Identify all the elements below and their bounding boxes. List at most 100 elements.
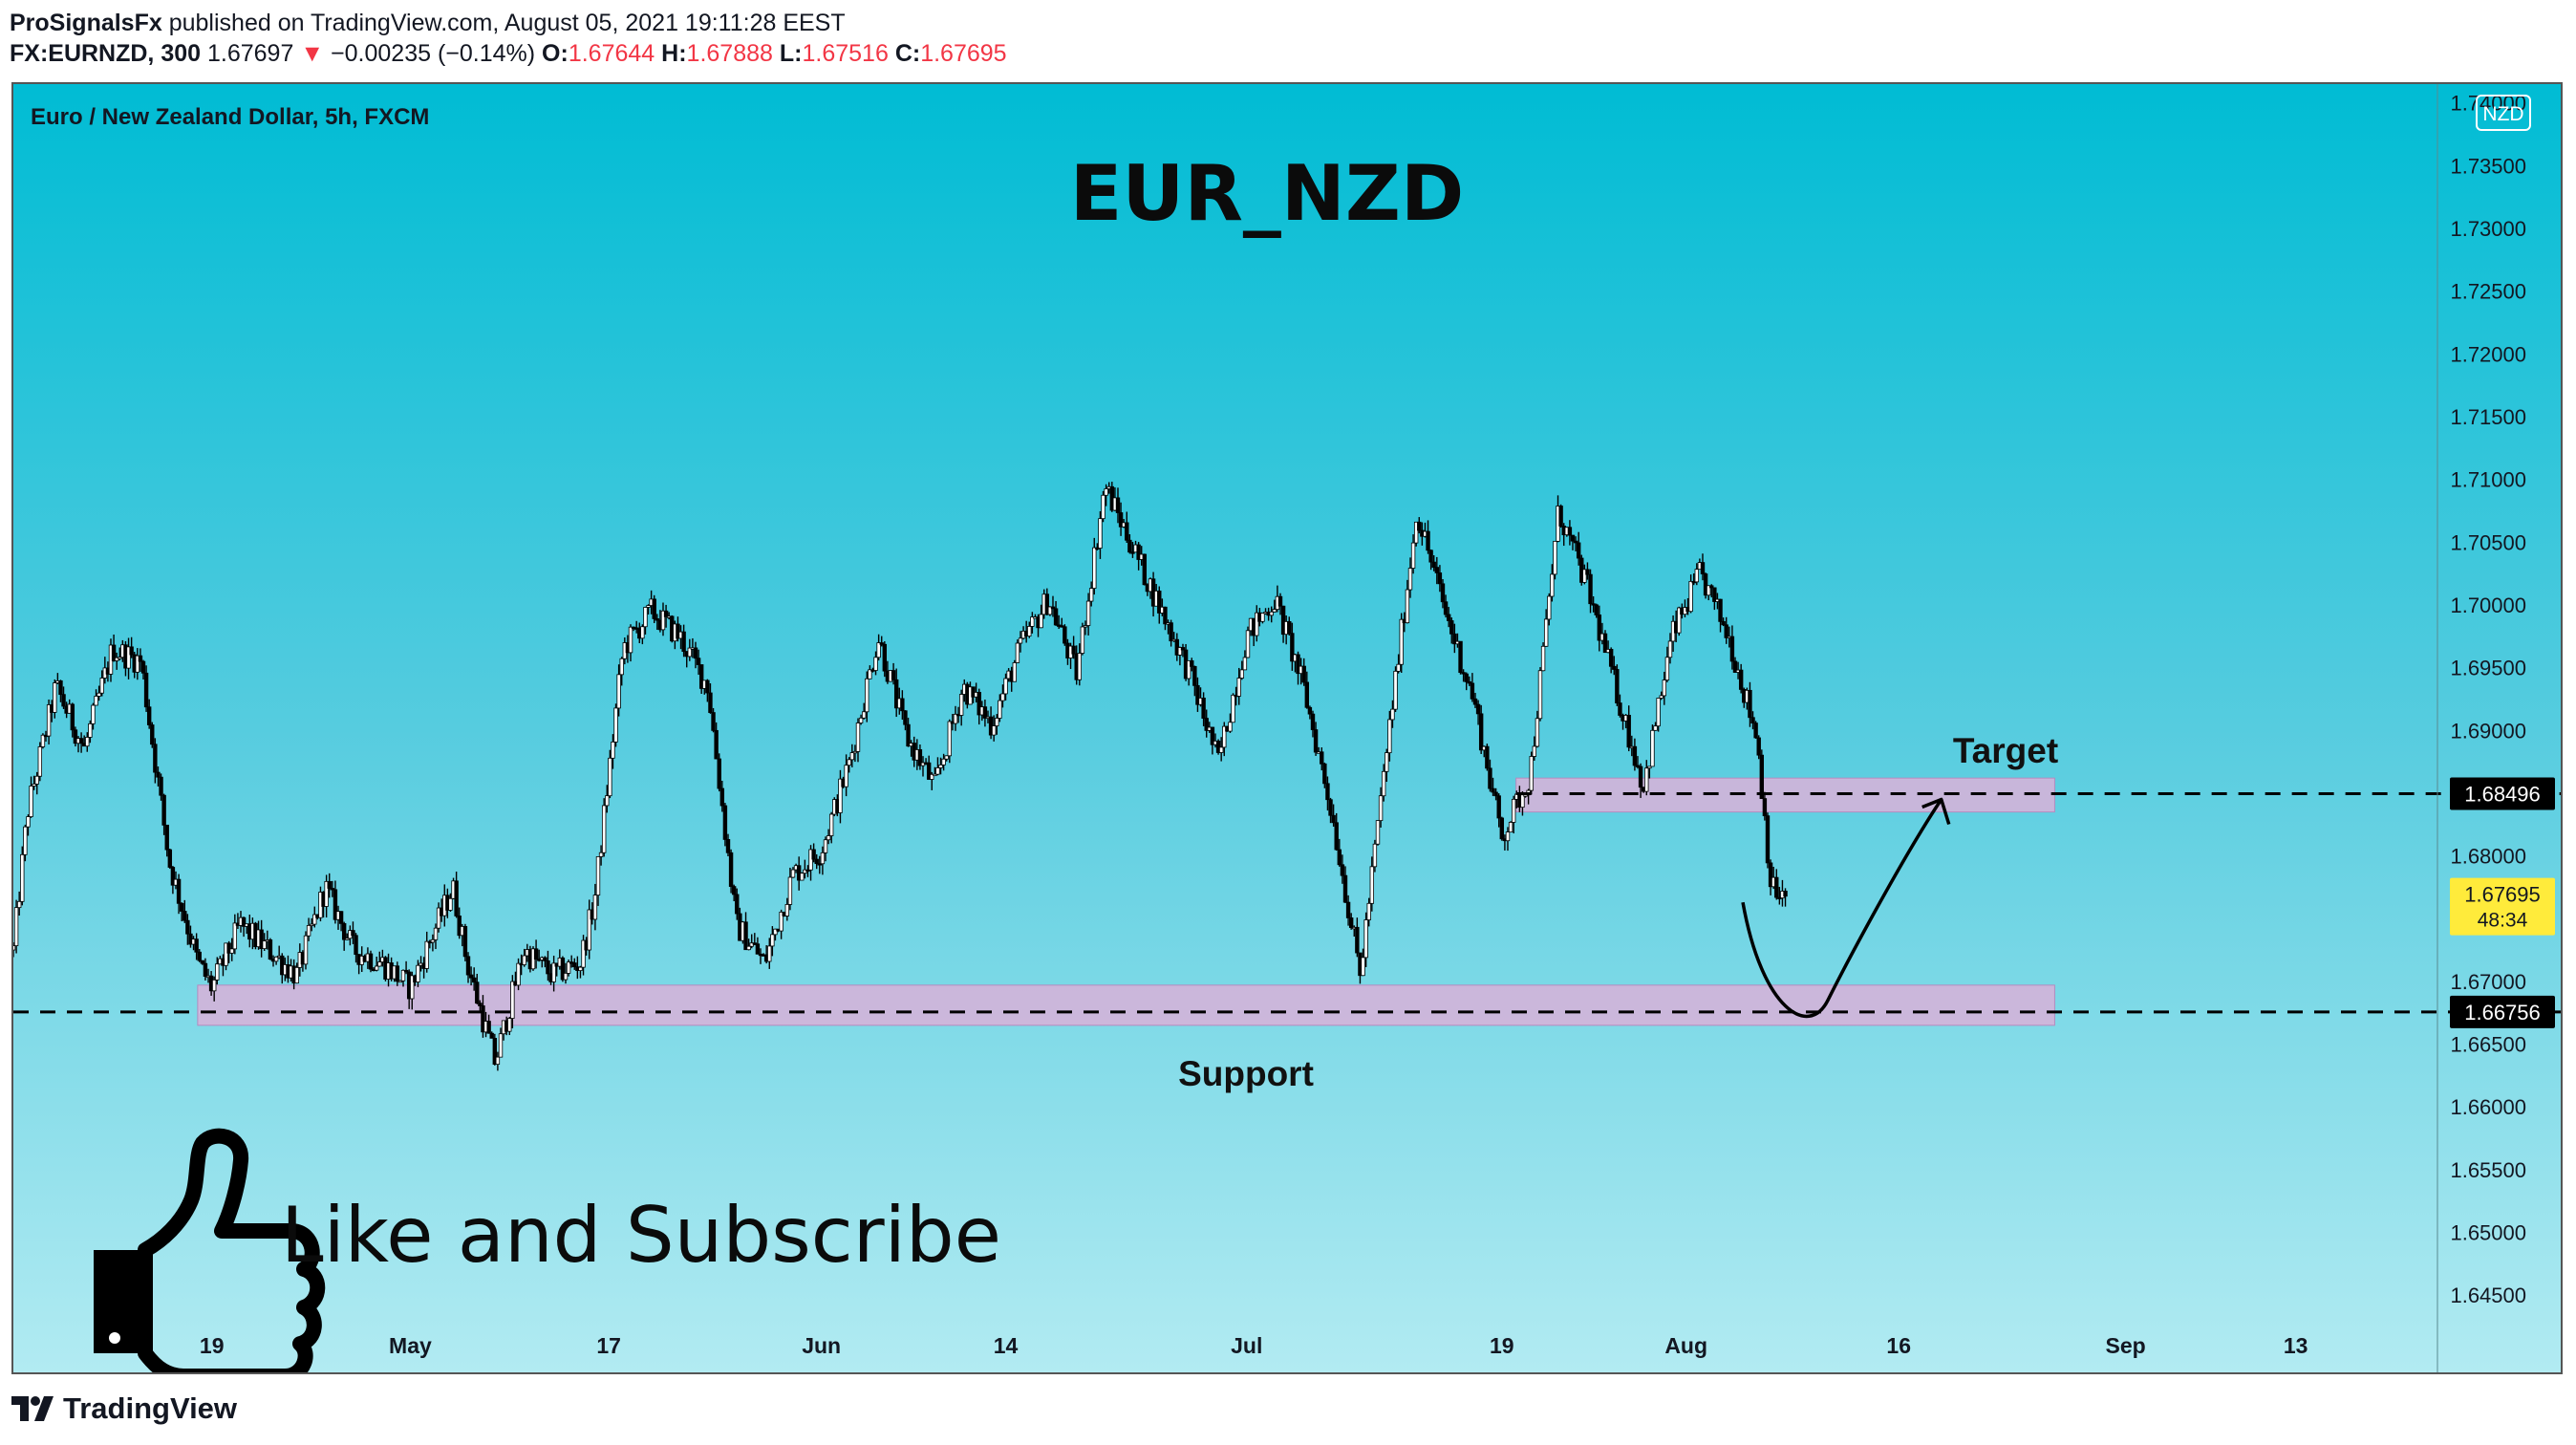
candle-body[interactable] xyxy=(1467,680,1472,684)
candle-body[interactable] xyxy=(693,647,698,659)
candle-body[interactable] xyxy=(868,669,872,679)
candle-body[interactable] xyxy=(156,771,161,778)
price-axis[interactable]: 1.740001.735001.730001.725001.720001.715… xyxy=(2450,92,2526,1307)
candle-body[interactable] xyxy=(224,942,228,966)
candle-body[interactable] xyxy=(900,698,905,712)
candle-body[interactable] xyxy=(1118,512,1124,528)
candle-body[interactable] xyxy=(1177,647,1183,656)
candle-body[interactable] xyxy=(176,878,182,904)
candle-body[interactable] xyxy=(1201,698,1206,719)
candle-body[interactable] xyxy=(1127,539,1132,553)
candle-body[interactable] xyxy=(1381,770,1386,797)
candle-body[interactable] xyxy=(70,703,75,731)
candle-body[interactable] xyxy=(663,610,669,617)
candle-body[interactable] xyxy=(826,835,831,841)
candle-body[interactable] xyxy=(1706,585,1711,596)
candle-body[interactable] xyxy=(1638,766,1643,788)
candle-body[interactable] xyxy=(1511,798,1516,823)
candle-body[interactable] xyxy=(164,824,169,851)
candle-body[interactable] xyxy=(572,962,577,968)
candle-body[interactable] xyxy=(354,935,358,956)
candle-body[interactable] xyxy=(1721,620,1726,626)
candle-body[interactable] xyxy=(1612,665,1617,670)
candle-body[interactable] xyxy=(1027,626,1032,636)
candle-body[interactable] xyxy=(368,953,374,970)
candle-body[interactable] xyxy=(1694,569,1700,583)
candle-body[interactable] xyxy=(1296,654,1300,675)
candle-body[interactable] xyxy=(725,839,731,853)
candle-body[interactable] xyxy=(1331,814,1336,824)
candle-body[interactable] xyxy=(1186,659,1191,679)
candle-body[interactable] xyxy=(1718,598,1723,622)
candle-body[interactable] xyxy=(935,767,940,775)
candle-body[interactable] xyxy=(546,960,550,975)
candle-body[interactable] xyxy=(1157,591,1162,614)
candle-body[interactable] xyxy=(1260,613,1265,622)
candle-body[interactable] xyxy=(1615,669,1620,703)
candle-body[interactable] xyxy=(13,945,16,951)
candle-body[interactable] xyxy=(1163,606,1168,625)
candle-body[interactable] xyxy=(1348,917,1354,928)
candle-body[interactable] xyxy=(436,907,441,929)
candle-body[interactable] xyxy=(773,928,778,936)
candle-body[interactable] xyxy=(377,961,382,967)
candle-body[interactable] xyxy=(991,725,997,736)
candle-body[interactable] xyxy=(735,894,740,915)
candle-body[interactable] xyxy=(1703,573,1708,596)
candle-body[interactable] xyxy=(1759,754,1765,800)
candle-body[interactable] xyxy=(1361,957,1365,977)
candle-body[interactable] xyxy=(1762,798,1768,817)
candle-body[interactable] xyxy=(714,729,719,760)
candle-body[interactable] xyxy=(94,696,98,706)
candle-body[interactable] xyxy=(1000,693,1005,701)
candle-body[interactable] xyxy=(1322,763,1327,785)
candle-body[interactable] xyxy=(982,706,988,719)
candle-body[interactable] xyxy=(1597,615,1602,641)
candle-body[interactable] xyxy=(1426,530,1430,551)
candle-body[interactable] xyxy=(309,923,314,926)
candle-body[interactable] xyxy=(1750,717,1755,724)
candle-body[interactable] xyxy=(1345,901,1351,918)
candle-body[interactable] xyxy=(1239,669,1245,679)
candle-body[interactable] xyxy=(1050,606,1056,610)
candle-body[interactable] xyxy=(958,694,964,716)
candle-body[interactable] xyxy=(847,759,851,766)
candle-body[interactable] xyxy=(1700,562,1706,574)
candle-body[interactable] xyxy=(170,867,176,886)
candle-body[interactable] xyxy=(448,897,453,911)
candle-body[interactable] xyxy=(129,646,134,656)
candle-body[interactable] xyxy=(1729,636,1735,662)
candle-body[interactable] xyxy=(1543,618,1549,647)
candle-body[interactable] xyxy=(652,598,656,619)
candle-body[interactable] xyxy=(601,805,607,853)
candle-body[interactable] xyxy=(858,717,864,723)
currency-badge[interactable] xyxy=(2476,95,2531,131)
candle-body[interactable] xyxy=(53,682,57,713)
candle-body[interactable] xyxy=(1452,633,1457,645)
candle-body[interactable] xyxy=(1080,626,1085,654)
candle-body[interactable] xyxy=(37,746,43,777)
candle-body[interactable] xyxy=(1440,583,1446,603)
candle-body[interactable] xyxy=(838,778,843,813)
candle-body[interactable] xyxy=(977,692,981,716)
candle-body[interactable] xyxy=(1662,679,1667,697)
candle-body[interactable] xyxy=(876,642,881,658)
candle-body[interactable] xyxy=(395,965,400,982)
candle-body[interactable] xyxy=(551,962,556,982)
candle-body[interactable] xyxy=(410,975,415,1000)
target-price-tag[interactable] xyxy=(2450,777,2555,810)
candle-body[interactable] xyxy=(1753,722,1758,739)
candle-body[interactable] xyxy=(1101,494,1106,520)
candle-body[interactable] xyxy=(13,907,19,946)
candle-body[interactable] xyxy=(138,655,143,662)
candle-body[interactable] xyxy=(161,794,166,826)
candle-body[interactable] xyxy=(1664,657,1670,680)
candle-body[interactable] xyxy=(746,945,751,951)
candle-body[interactable] xyxy=(1472,698,1478,705)
candle-body[interactable] xyxy=(259,929,264,950)
candle-body[interactable] xyxy=(917,749,923,766)
candle-body[interactable] xyxy=(1236,678,1241,697)
candle-body[interactable] xyxy=(1650,729,1655,767)
candle-body[interactable] xyxy=(1709,585,1714,589)
candle-body[interactable] xyxy=(1508,822,1513,833)
